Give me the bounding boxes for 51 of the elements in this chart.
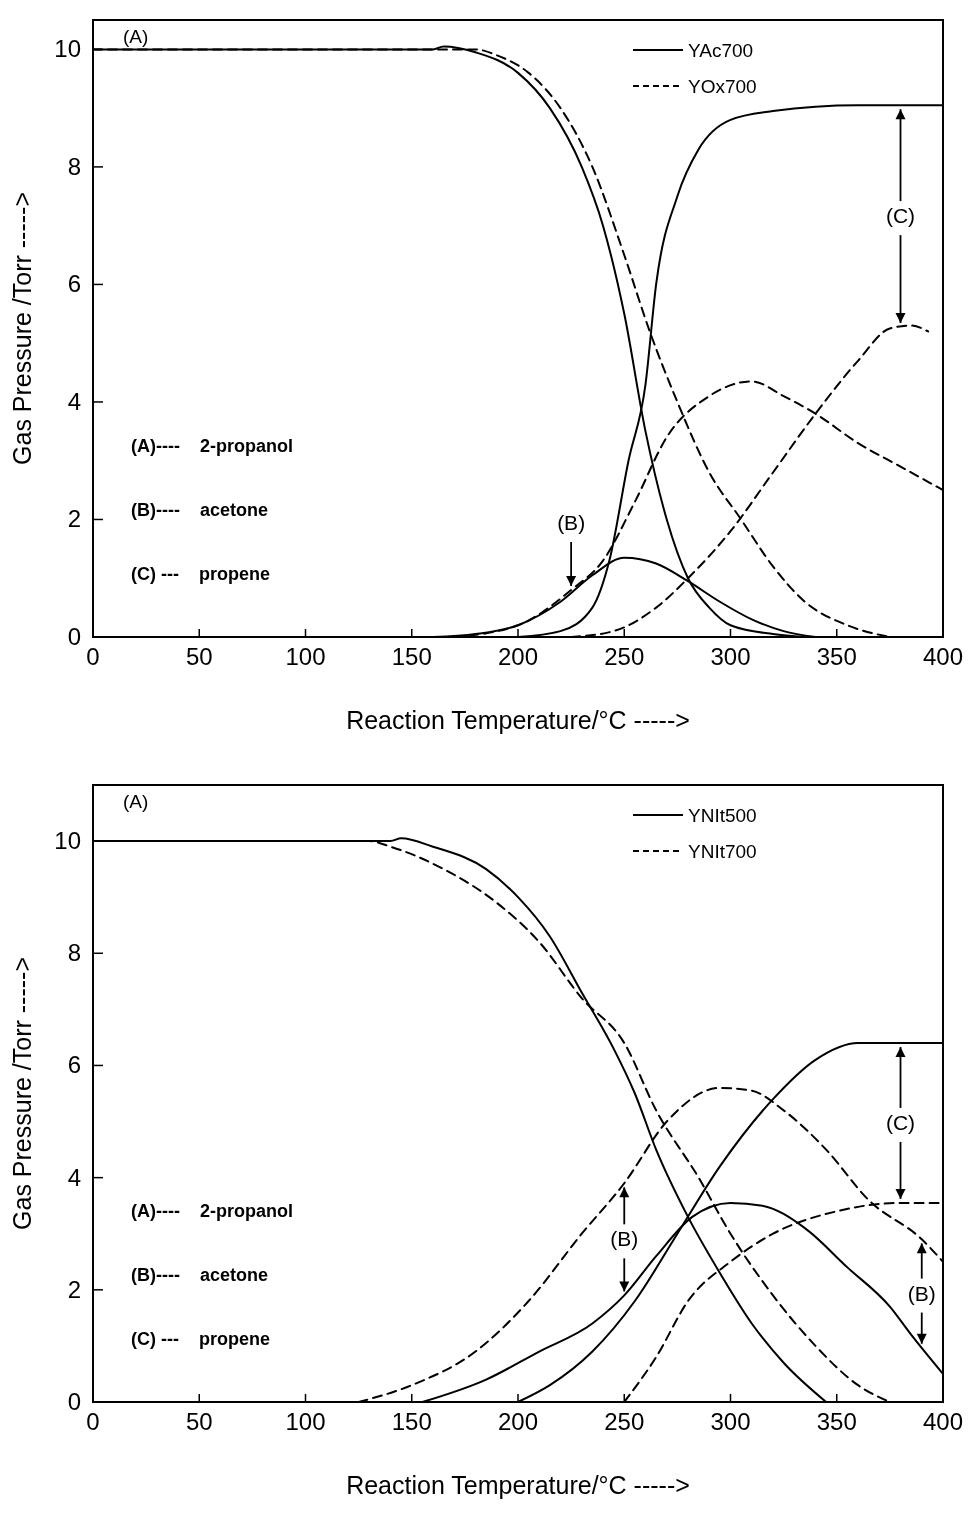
x-tick-label: 300 bbox=[710, 1408, 751, 1435]
x-tick-label: 100 bbox=[285, 1408, 326, 1435]
annotation: (C) --- propene bbox=[131, 564, 270, 584]
annotation: (B)---- acetone bbox=[131, 500, 268, 520]
y-tick-label: 6 bbox=[67, 270, 81, 298]
y-tick-label: 0 bbox=[67, 1388, 81, 1415]
x-tick-label: 150 bbox=[391, 643, 432, 670]
x-axis-title: Reaction Temperature/°C -----> bbox=[346, 1471, 690, 1499]
x-tick-label: 100 bbox=[285, 643, 326, 670]
x-tick-label: 250 bbox=[604, 1408, 645, 1435]
x-tick-label: 0 bbox=[86, 1408, 100, 1435]
x-tick-label: 150 bbox=[391, 1408, 432, 1435]
x-tick-label: 350 bbox=[816, 1408, 857, 1435]
x-tick-label: 50 bbox=[185, 643, 213, 670]
y-tick-label: 10 bbox=[54, 827, 81, 855]
x-tick-label: 250 bbox=[604, 643, 645, 670]
annotation: (B) bbox=[557, 510, 586, 534]
annotation: (A) bbox=[123, 26, 149, 47]
annotation: (A) bbox=[123, 791, 149, 812]
x-tick-label: 400 bbox=[922, 1408, 964, 1435]
y-tick-label: 10 bbox=[54, 35, 81, 63]
y-tick-label: 2 bbox=[67, 1275, 81, 1303]
annotation: (C) bbox=[885, 1110, 916, 1134]
y-tick-label: 0 bbox=[67, 623, 81, 650]
y-tick-label: 4 bbox=[67, 1163, 81, 1191]
annotation: (B) bbox=[907, 1281, 936, 1305]
x-tick-label: 350 bbox=[816, 643, 857, 670]
legend-label: YOx700 bbox=[688, 76, 757, 97]
y-axis-title: Gas Pressure /Torr -----> bbox=[8, 957, 36, 1230]
annotation: (B)---- acetone bbox=[131, 1265, 268, 1285]
x-tick-label: 50 bbox=[185, 1408, 213, 1435]
annotation: (A)---- 2-propanol bbox=[131, 1201, 293, 1221]
y-tick-label: 4 bbox=[67, 387, 81, 415]
y-tick-label: 8 bbox=[67, 152, 81, 180]
y-axis-title: Gas Pressure /Torr -----> bbox=[8, 192, 36, 465]
x-tick-label: 200 bbox=[497, 1408, 539, 1435]
annotation: (C) bbox=[885, 204, 916, 228]
x-tick-label: 300 bbox=[710, 643, 751, 670]
legend-label: YNIt700 bbox=[688, 841, 757, 862]
x-tick-label: 0 bbox=[86, 643, 100, 670]
x-tick-label: 200 bbox=[497, 643, 539, 670]
x-tick-label: 400 bbox=[922, 643, 964, 670]
annotation: (A)---- 2-propanol bbox=[131, 436, 293, 456]
annotation: (C) --- propene bbox=[131, 1329, 270, 1349]
x-axis-title: Reaction Temperature/°C -----> bbox=[346, 706, 690, 734]
y-tick-label: 2 bbox=[67, 505, 81, 533]
legend-label: YNIt500 bbox=[688, 805, 757, 826]
legend-label: YAc700 bbox=[688, 40, 754, 61]
annotation: (B) bbox=[610, 1227, 639, 1251]
y-tick-label: 6 bbox=[67, 1051, 81, 1079]
y-tick-label: 8 bbox=[67, 939, 81, 967]
